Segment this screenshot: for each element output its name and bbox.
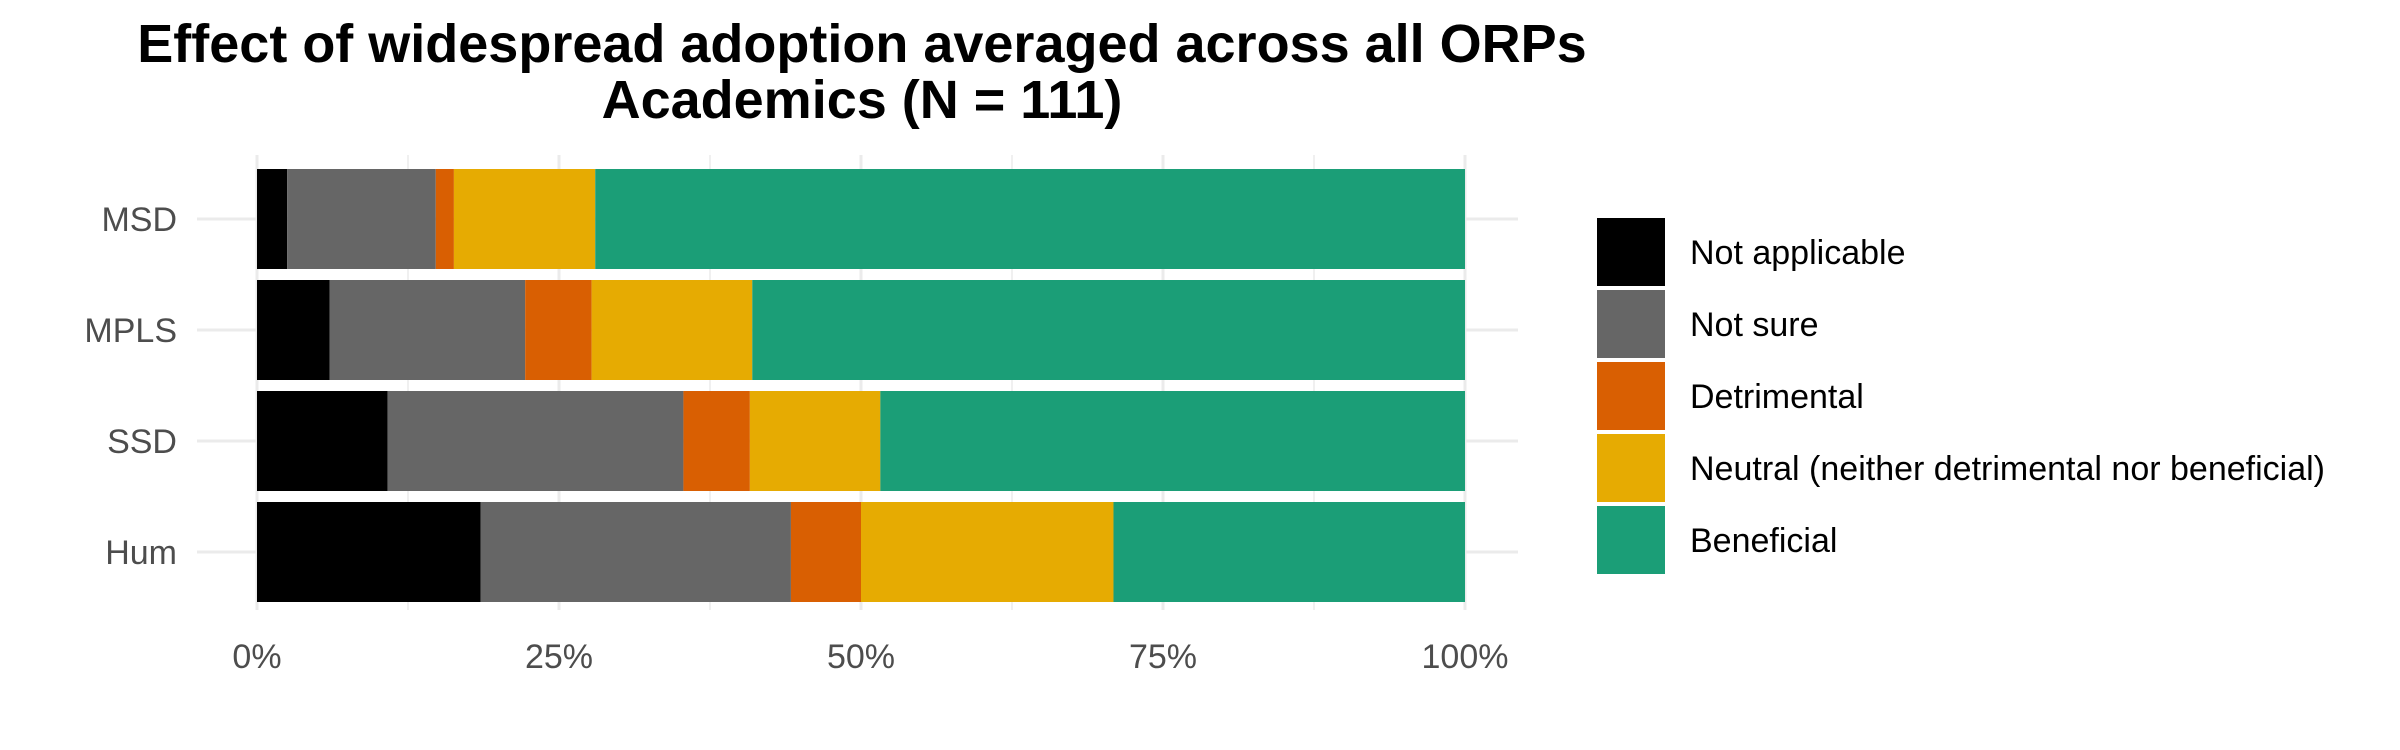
legend: Not applicable Not sure Detrimental Neutral… [1597,218,2325,574]
bar-hum-beneficial [1113,502,1465,602]
bar-ssd-detrimental [683,391,750,491]
bar-hum-not-sure [480,502,791,602]
y-tick-label-msd: MSD [101,201,177,239]
y-tick-label-mpls: MPLS [84,312,177,350]
y-tick-label-hum: Hum [105,534,177,572]
bar-mpls-neutral-neither-detrimental-nor-beneficial [591,280,753,380]
bar-mpls-detrimental [525,280,592,380]
legend-key-not-applicable [1597,218,1665,286]
legend-label-beneficial: Beneficial [1690,522,1837,560]
bar-msd-detrimental [435,169,454,269]
bar-msd-neutral-neither-detrimental-nor-beneficial [453,169,596,269]
legend-key-beneficial [1597,506,1665,574]
bar-hum-not-applicable [257,502,481,602]
x-tick-label-50: 50% [827,638,895,676]
legend-key-neutral-neither-detrimental-nor-beneficial [1597,434,1665,502]
chart-subtitle: Academics (N = 111) [602,70,1123,130]
x-axis-tick-labels: 0% 25% 50% 75% 100% [232,638,1508,676]
bar-hum-detrimental [790,502,861,602]
bar-ssd-not-sure [387,391,684,491]
bar-ssd-not-applicable [257,391,388,491]
x-tick-label-0: 0% [232,638,281,676]
bar-hum-neutral-neither-detrimental-nor-beneficial [861,502,1114,602]
bar-mpls-not-sure [329,280,526,380]
bars-layer [257,169,1465,602]
legend-label-not-applicable: Not applicable [1690,234,1905,272]
legend-label-detrimental: Detrimental [1690,378,1864,416]
bar-ssd-beneficial [880,391,1465,491]
bar-mpls-beneficial [752,280,1465,380]
chart-title: Effect of widespread adoption averaged a… [137,14,1586,74]
bar-mpls-not-applicable [257,280,330,380]
legend-label-not-sure: Not sure [1690,306,1819,344]
x-tick-label-75: 75% [1129,638,1197,676]
legend-label-neutral-neither-detrimental-nor-beneficial: Neutral (neither detrimental nor benefic… [1690,450,2325,488]
x-tick-label-25: 25% [525,638,593,676]
legend-key-detrimental [1597,362,1665,430]
legend-key-not-sure [1597,290,1665,358]
bar-ssd-neutral-neither-detrimental-nor-beneficial [749,391,881,491]
bar-msd-not-applicable [257,169,288,269]
bar-msd-beneficial [595,169,1465,269]
y-axis-tick-labels: MSD MPLS SSD Hum [84,201,177,572]
bar-msd-not-sure [287,169,436,269]
x-tick-label-100: 100% [1422,638,1509,676]
y-tick-label-ssd: SSD [107,423,177,461]
